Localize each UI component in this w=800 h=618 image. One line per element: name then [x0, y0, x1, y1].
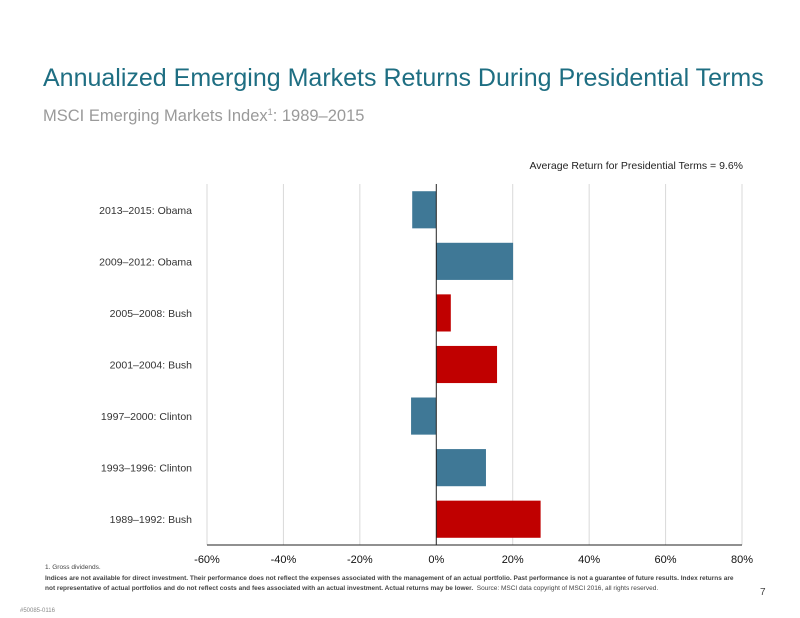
axes — [207, 184, 742, 546]
category-label: 2009–2012: Obama — [99, 256, 192, 268]
source-note: Source: MSCI data copyright of MSCI 2016… — [476, 585, 659, 592]
bars — [411, 191, 541, 538]
bar — [436, 449, 486, 487]
x-tick-label: 40% — [578, 554, 600, 566]
category-label: 1997–2000: Clinton — [101, 411, 192, 423]
labels: -60% -40% -20% 0% 20% 40% 60% 80% 2013–2015: Oba… — [99, 205, 753, 566]
disclaimer-text: Indices are not available for direct inv… — [45, 575, 734, 592]
subtitle-date-range: : 1989–2015 — [272, 107, 365, 125]
disclaimer: Indices are not available for direct inv… — [45, 574, 735, 594]
category-label: 1993–1996: Clinton — [101, 463, 192, 475]
gridlines — [206, 184, 743, 545]
category-label: 1989–1992: Bush — [110, 514, 192, 526]
category-label: 2005–2008: Bush — [110, 308, 192, 320]
bar — [411, 397, 437, 435]
x-tick-label: -20% — [347, 554, 373, 566]
bar — [436, 345, 498, 384]
x-tick-label: 80% — [731, 554, 753, 566]
category-label: 2013–2015: Obama — [99, 205, 192, 217]
footnote-marker: 1 — [267, 107, 273, 117]
bar — [436, 242, 514, 280]
chart-subtitle: MSCI Emerging Markets Index1: 1989–2015 — [43, 107, 364, 126]
document-code: #50085-0116 — [20, 608, 55, 614]
bar — [436, 294, 451, 332]
bar — [412, 191, 437, 229]
bar — [436, 500, 541, 538]
x-tick-label: 0% — [428, 554, 444, 566]
category-label: 2001–2004: Bush — [110, 360, 192, 372]
subtitle-text: MSCI Emerging Markets Index — [43, 107, 268, 125]
x-tick-label: 20% — [502, 554, 524, 566]
average-return-note: Average Return for Presidential Terms = … — [529, 160, 743, 172]
x-tick-label: 60% — [655, 554, 677, 566]
footnote: 1. Gross dividends. — [45, 564, 101, 571]
page-number: 7 — [760, 587, 766, 598]
chart-title: Annualized Emerging Markets Returns Duri… — [43, 64, 764, 92]
x-tick-label: -40% — [271, 554, 297, 566]
x-tick-label: -60% — [194, 554, 220, 566]
